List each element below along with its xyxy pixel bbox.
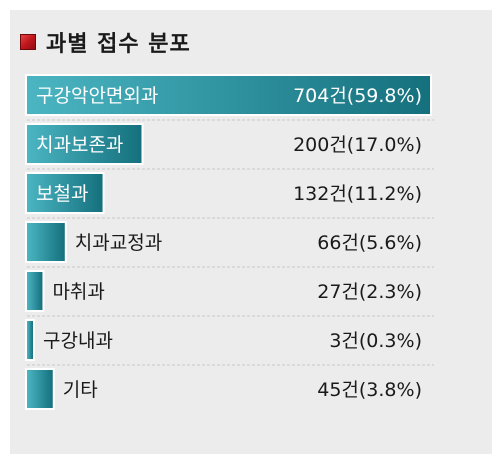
chart-title: 과별 접수 분포 [46, 32, 191, 57]
value-label: 66건(5.6%) [317, 232, 422, 254]
category-label: 보철과 [36, 183, 88, 205]
bar-row: 치과보존과 200건(17.0%) [25, 123, 434, 170]
bar [27, 125, 142, 163]
bar-row: 구강악안면외과 704건(59.8%) [25, 74, 434, 121]
bar [27, 174, 103, 212]
bar [27, 272, 43, 310]
red-square-icon [20, 34, 36, 50]
bar [27, 321, 33, 359]
category-label: 기타 [63, 379, 98, 401]
category-label: 구강내과 [43, 330, 113, 352]
value-label: 27건(2.3%) [317, 281, 422, 303]
bar [27, 370, 53, 408]
category-label: 구강악안면외과 [36, 85, 158, 107]
bar-row: 보철과 132건(11.2%) [25, 172, 434, 219]
category-label: 치과보존과 [36, 134, 123, 156]
value-label: 200건(17.0%) [293, 134, 422, 156]
chart-header: 과별 접수 분포 [20, 22, 191, 62]
category-label: 마취과 [52, 281, 104, 303]
value-label: 3건(0.3%) [329, 330, 422, 352]
value-label: 132건(11.2%) [293, 183, 422, 205]
bar [27, 76, 430, 114]
value-label: 45건(3.8%) [317, 379, 422, 401]
bar-row: 치과교정과 66건(5.6%) [25, 221, 434, 268]
bar [27, 223, 65, 261]
bar-row: 구강내과 3건(0.3%) [25, 319, 434, 366]
value-label: 704건(59.8%) [293, 85, 422, 107]
category-label: 치과교정과 [75, 232, 162, 254]
bar-row: 마취과 27건(2.3%) [25, 270, 434, 317]
bar-row: 기타 45건(3.8%) [25, 368, 422, 410]
